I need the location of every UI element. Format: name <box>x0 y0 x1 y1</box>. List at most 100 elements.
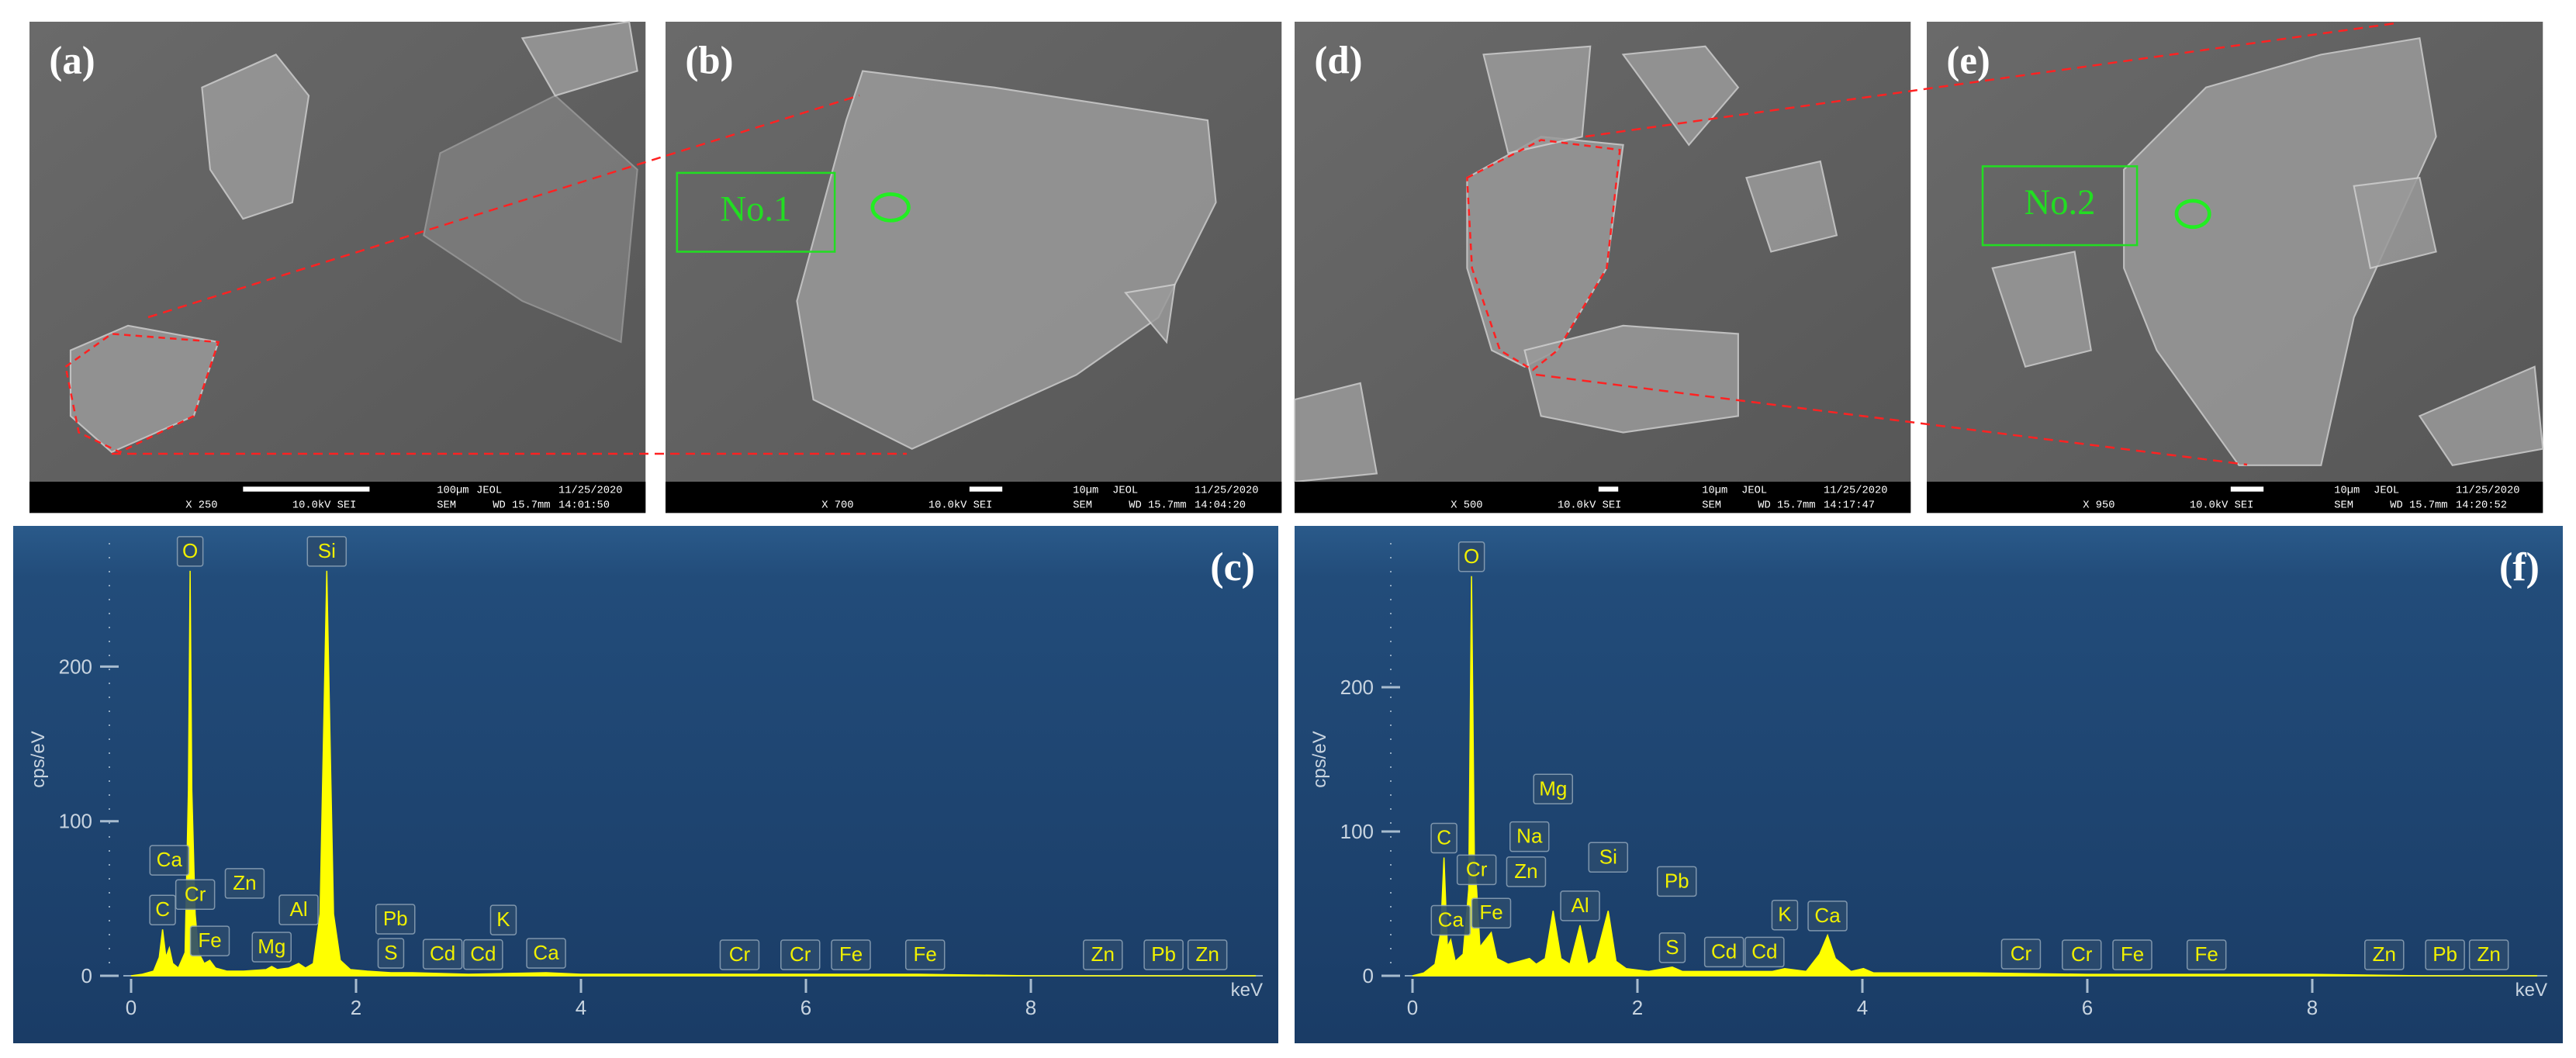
y-tick-label: 0 <box>81 964 92 987</box>
y-axis-label: cps/eV <box>28 731 49 787</box>
peak-label: Zn <box>2373 942 2396 966</box>
peak-label: Mg <box>258 935 285 958</box>
scale-text: 10µm <box>1073 485 1098 496</box>
peak-label-box <box>149 894 176 925</box>
peak-label: Na <box>1516 825 1543 848</box>
peak-label: Pb <box>2433 942 2457 966</box>
peak-label: Cr <box>185 882 206 905</box>
mode: SEM <box>437 500 456 511</box>
peak-label: S <box>1665 935 1679 959</box>
peak-label: Fe <box>2121 942 2144 966</box>
peak-label: Zn <box>1195 942 1219 966</box>
peak-label-box <box>2000 939 2042 970</box>
peak-label: Ca <box>533 941 559 964</box>
peak-label: Si <box>1599 845 1617 868</box>
x-axis-label: keV <box>1231 980 1263 1001</box>
peak-label: Mg <box>1539 776 1567 800</box>
peak-label: Fe <box>914 942 937 966</box>
peak-label-box <box>1456 854 1497 886</box>
eds-background <box>13 526 1278 1043</box>
voltage: 10.0kV SEI <box>928 499 993 511</box>
peak-label: O <box>182 539 198 562</box>
maker: JEOL <box>1741 485 1767 496</box>
peak-label: Fe <box>198 928 221 952</box>
peak-label: Fe <box>839 942 863 966</box>
peak-label-box <box>1430 904 1471 936</box>
y-tick-label: 200 <box>1340 676 1374 699</box>
peak-label: Pb <box>1151 942 1176 966</box>
peak-label: S <box>384 941 397 964</box>
y-tick-label: 100 <box>59 810 92 833</box>
peak-label: Al <box>1571 894 1589 917</box>
peak-label: Fe <box>2195 942 2218 966</box>
peak-label-box <box>780 939 821 970</box>
peak-label-box <box>463 939 503 970</box>
peak-label-box <box>831 939 871 970</box>
scale-text: 100µm <box>437 485 469 496</box>
panel-label: (d) <box>1314 39 1362 82</box>
spot-label: No.1 <box>721 188 792 229</box>
peak-label: Ca <box>1438 908 1464 932</box>
peak-label-box <box>189 925 230 956</box>
peak-label-box <box>251 932 292 963</box>
peak-label-box <box>1509 821 1550 852</box>
peak-label-box <box>2186 939 2227 970</box>
x-tick-label: 4 <box>1857 996 1868 1019</box>
peak-label-box <box>175 879 216 911</box>
date: 11/25/2020 <box>1195 484 1259 496</box>
peak-label: Ca <box>157 848 183 871</box>
peak-label: Fe <box>1479 901 1502 924</box>
peak-label-box <box>224 868 265 899</box>
peak-label-box <box>1457 541 1485 572</box>
panel-label: (a) <box>49 39 95 82</box>
y-axis-label: cps/eV <box>1309 731 1330 787</box>
panel-label: (c) <box>1210 545 1255 590</box>
sem-panel: No.2 (e) 10µm JEOL 11/25/2020 X 950 10.0… <box>1927 22 2544 513</box>
peak-label: Zn <box>233 871 256 894</box>
voltage: 10.0kV SEI <box>292 499 357 511</box>
x-tick-label: 2 <box>1632 996 1643 1019</box>
peak-label-box <box>719 939 760 970</box>
peak-label-box <box>1588 842 1629 873</box>
peak-label: Al <box>289 897 307 921</box>
x-tick-label: 8 <box>1025 996 1036 1019</box>
peak-label: Pb <box>383 907 408 930</box>
time: 14:01:50 <box>558 500 610 511</box>
mode: SEM <box>1702 500 1721 511</box>
y-tick-label: 100 <box>1340 820 1374 843</box>
peak-label: C <box>155 897 170 921</box>
sem-panel: No.1 (b) 10µm JEOL 11/25/2020 X 700 10.0… <box>666 22 1282 513</box>
y-tick-label: 0 <box>1363 964 1374 987</box>
peak-label: K <box>496 908 510 931</box>
mode: SEM <box>1073 500 1092 511</box>
scale-text: 10µm <box>2334 485 2360 496</box>
peak-label-box <box>1744 936 1785 968</box>
sem-panel: (a) 100µm JEOL 11/25/2020 X 250 10.0kV S… <box>29 20 646 513</box>
x-axis-label: keV <box>2515 980 2547 1001</box>
mode: SEM <box>2334 500 2353 511</box>
wd: WD 15.7mm <box>493 500 550 511</box>
peak-label-box <box>2062 939 2102 970</box>
maker: JEOL <box>476 485 502 496</box>
peak-label: Cr <box>790 942 811 966</box>
peak-label-box <box>1703 936 1744 968</box>
panel-label: (b) <box>685 39 733 82</box>
peak-label: Cr <box>2071 942 2093 966</box>
peak-label-box <box>2112 939 2152 970</box>
eds-background <box>1295 526 2563 1043</box>
date: 11/25/2020 <box>2456 484 2520 496</box>
peak-label-box <box>375 904 416 935</box>
spectrum <box>130 570 1256 977</box>
x-tick-label: 2 <box>351 996 361 1019</box>
scale-text: 10µm <box>1702 485 1727 496</box>
sem-panel: (d) 10µm JEOL 11/25/2020 X 500 10.0kV SE… <box>1293 22 1911 513</box>
peak-label: Cr <box>729 942 751 966</box>
peak-label: Zn <box>1091 942 1115 966</box>
peak-label-box <box>489 904 517 935</box>
x-tick-label: 0 <box>1407 996 1418 1019</box>
peak-label: Cd <box>1711 939 1737 963</box>
date: 11/25/2020 <box>558 484 623 496</box>
peak-label: Pb <box>1665 869 1689 892</box>
magnification: X 950 <box>2083 500 2114 511</box>
peak-label: C <box>1437 825 1451 849</box>
